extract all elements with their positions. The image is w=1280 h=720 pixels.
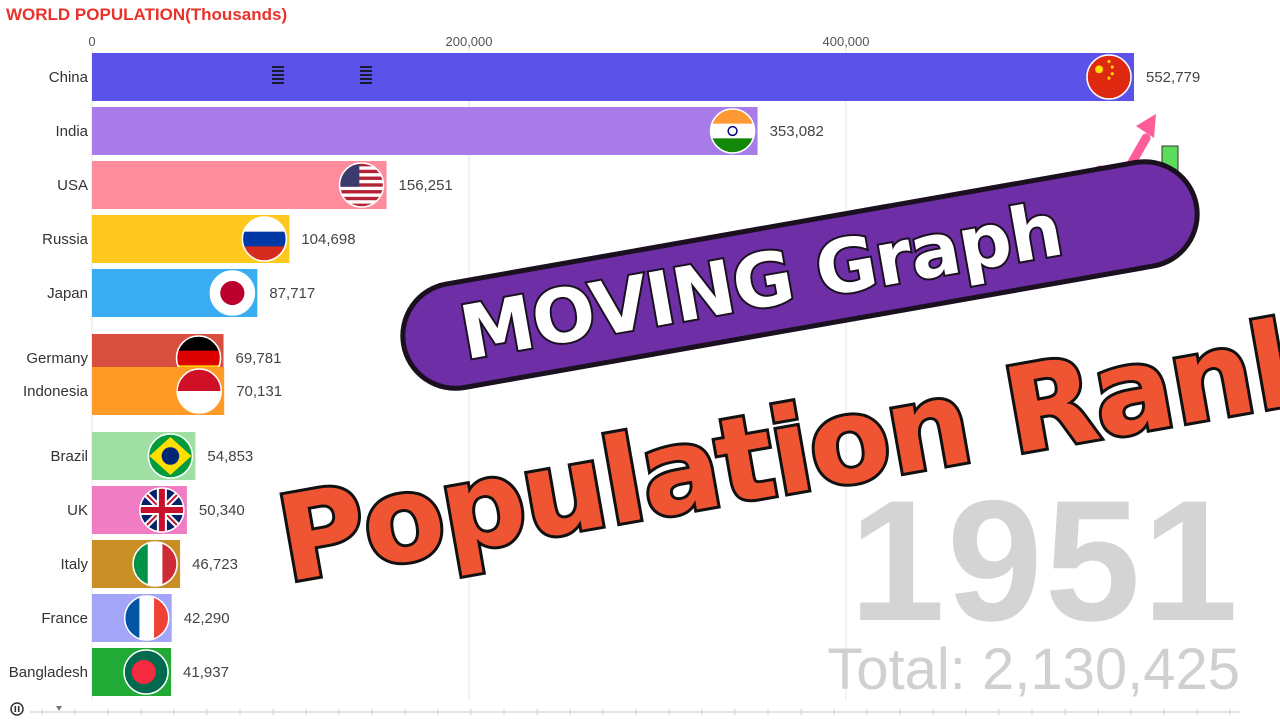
bar-stripe-mark [360, 70, 372, 72]
category-label: France [41, 610, 88, 627]
japan-flag-icon [209, 270, 256, 316]
category-label: China [49, 69, 89, 86]
bar-stripe-mark [360, 66, 372, 68]
value-label: 50,340 [199, 502, 245, 519]
france-flag-icon [123, 595, 170, 641]
category-label: Italy [60, 556, 88, 573]
brazil-flag-icon [147, 433, 194, 479]
year-label: 1951 [849, 465, 1240, 657]
bar-stripe-mark [360, 74, 372, 76]
x-tick-label: 200,000 [446, 34, 493, 49]
value-label: 353,082 [770, 123, 824, 140]
category-label: Bangladesh [9, 664, 88, 681]
india-flag-icon [709, 108, 756, 154]
bar-stripe-mark [272, 74, 284, 76]
x-tick-label: 0 [88, 34, 95, 49]
indonesia-flag-icon [176, 368, 222, 414]
usa-flag-icon [338, 162, 385, 208]
value-label: 42,290 [184, 610, 230, 627]
bangladesh-flag-icon [123, 649, 169, 695]
value-label: 46,723 [192, 556, 238, 573]
bar-india [92, 107, 758, 155]
value-label: 54,853 [207, 448, 253, 465]
bar-stripe-mark [272, 70, 284, 72]
value-label: 41,937 [183, 664, 229, 681]
total-label: Total: 2,130,425 [827, 637, 1240, 702]
italy-flag-icon [132, 541, 178, 587]
category-label: Japan [47, 285, 88, 302]
bar-china [92, 53, 1134, 101]
value-label: 552,779 [1146, 69, 1200, 86]
bar-stripe-mark [360, 78, 372, 80]
bar-stripe-mark [272, 82, 284, 84]
category-label: Germany [26, 350, 88, 367]
x-tick-label: 400,000 [823, 34, 870, 49]
value-label: 69,781 [236, 350, 282, 367]
timeline-cursor[interactable] [56, 706, 62, 711]
pause-icon[interactable] [10, 702, 26, 716]
china-flag-icon [1086, 54, 1132, 100]
value-label: 70,131 [236, 383, 282, 400]
value-label: 104,698 [301, 231, 355, 248]
bar-stripe-mark [272, 78, 284, 80]
russia-flag-icon [241, 216, 288, 262]
chart-title: WORLD POPULATION(Thousands) [6, 5, 288, 24]
category-label: Indonesia [23, 383, 89, 400]
category-label: UK [67, 502, 88, 519]
category-label: Brazil [50, 448, 88, 465]
value-label: 156,251 [399, 177, 453, 194]
bar-usa [92, 161, 387, 209]
value-label: 87,717 [269, 285, 315, 302]
category-label: India [55, 123, 88, 140]
category-label: USA [57, 177, 88, 194]
uk-flag-icon [139, 487, 185, 533]
bar-stripe-mark [272, 66, 284, 68]
bar-stripe-mark [360, 82, 372, 84]
category-label: Russia [42, 231, 89, 248]
